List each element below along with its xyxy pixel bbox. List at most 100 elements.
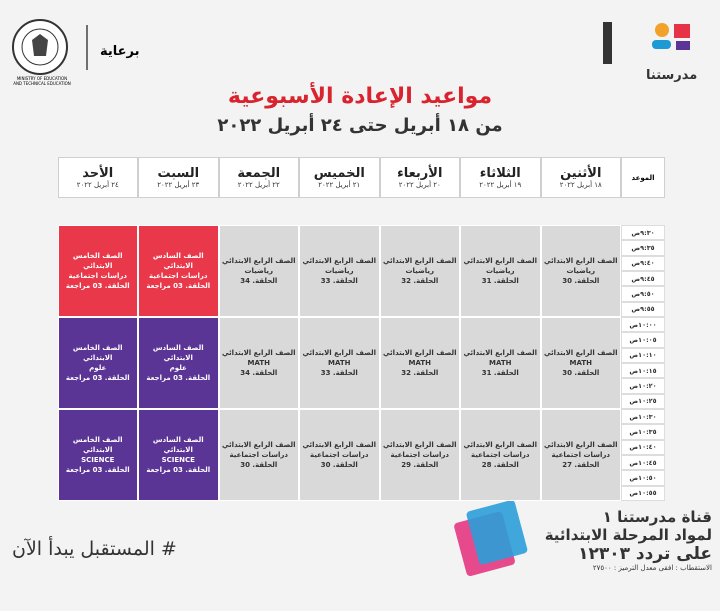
program-line: دراسات اجتماعية — [149, 272, 208, 280]
channel-number: 1 — [612, 18, 613, 19]
time-slot: ١٠:٠٠ص — [621, 317, 665, 333]
time-slot: ٩:٣٠ص — [621, 225, 665, 241]
program-cell: الصف السادس الابتدائي دراسات اجتماعية الحل… — [138, 225, 219, 317]
day-date: ٢٢ أبريل ٢٠٢٢ — [237, 181, 280, 189]
program-line: MATH — [489, 359, 512, 367]
program-line: MATH — [328, 359, 351, 367]
program-line: SCIENCE — [81, 456, 115, 464]
program-line: MATH — [247, 359, 270, 367]
program-cell: الصف الخامس الابتدائي علوم الحلقة. 03 مراج… — [57, 317, 138, 409]
sponsor-label: برعاية — [100, 44, 140, 59]
program-line: الحلقة. 30 — [320, 461, 358, 469]
program-line: الحلقة. 30 — [240, 461, 278, 469]
program-line: الصف الرابع الابتدائي — [221, 349, 296, 357]
day-name: الخميس — [313, 166, 365, 181]
program-line: الحلقة. 32 — [401, 277, 439, 285]
day-header: الجمعة ٢٢ أبريل ٢٠٢٢ — [218, 157, 299, 198]
time-slot: ١٠:٢٠ص — [621, 378, 665, 394]
channel-info: قناة مدرستنا ١ لمواد المرحلة الابتدائية … — [545, 508, 712, 572]
program-line: MATH — [408, 359, 431, 367]
day-header: الأربعاء ٢٠ أبريل ٢٠٢٢ — [379, 157, 460, 198]
program-line: دراسات اجتماعية — [68, 272, 128, 280]
program-line: الحلقة. 29 — [401, 461, 439, 469]
ministry-text: MINISTRY OF EDUCATION AND TECHNICAL EDUC… — [13, 76, 71, 86]
day-date: ٢١ أبريل ٢٠٢٢ — [318, 181, 361, 189]
program-cell: الصف الرابع الابتدائي دراسات اجتماعية الحل… — [299, 409, 380, 501]
time-slot: ١٠:٤٠ص — [621, 439, 665, 455]
program-cell: الصف الرابع الابتدائي MATH الحلقة. 30 — [540, 317, 621, 409]
program-cell: الصف الرابع الابتدائي MATH الحلقة. 32 — [379, 317, 460, 409]
program-line: الصف الرابع الابتدائي — [543, 349, 618, 357]
program-line: الصف الرابع الابتدائي — [302, 441, 377, 449]
day-name: الأثنين — [560, 166, 602, 181]
program-line: الحلقة. 33 — [320, 277, 358, 285]
program-cell: الصف الخامس الابتدائي دراسات اجتماعية الحل… — [57, 225, 138, 317]
time-slot: ٩:٥٥ص — [621, 301, 665, 317]
program-line: رياضيات — [405, 267, 435, 275]
program-cell: الصف الرابع الابتدائي MATH الحلقة. 34 — [218, 317, 299, 409]
slogan: # المستقبل يبدأ الآن — [12, 538, 177, 560]
program-cell: الصف الرابع الابتدائي دراسات اجتماعية الحل… — [540, 409, 621, 501]
time-slot: ٩:٤٥ص — [621, 271, 665, 287]
program-line: الحلقة. 34 — [240, 369, 278, 377]
program-line: الصف الخامس الابتدائي — [72, 436, 123, 454]
program-cell: الصف الرابع الابتدائي دراسات اجتماعية الحل… — [460, 409, 541, 501]
program-line: علوم — [169, 364, 187, 372]
program-line: الحلقة. 31 — [481, 369, 519, 377]
program-line: دراسات اجتماعية — [551, 451, 611, 459]
day-header: السبت ٢٣ أبريل ٢٠٢٢ — [138, 157, 219, 198]
program-line: الحلقة. 03 مراجعة — [65, 282, 130, 290]
subject-line: لمواد المرحلة الابتدائية — [544, 526, 712, 544]
program-cell: الصف السادس الابتدائي علوم الحلقة. 03 مراج… — [138, 317, 219, 409]
day-date: ٢٤ أبريل ٢٠٢٢ — [76, 181, 119, 189]
program-line: دراسات اجتماعية — [229, 451, 289, 459]
program-line: الصف الخامس الابتدائي — [72, 344, 123, 362]
frequency-line: على تردد ١٢٣٠٣ — [578, 544, 712, 564]
program-line: دراسات اجتماعية — [390, 451, 450, 459]
program-line: رياضيات — [244, 267, 274, 275]
day-date: ١٩ أبريل ٢٠٢٢ — [479, 181, 522, 189]
program-line: الحلقة. 32 — [401, 369, 439, 377]
program-line: دراسات اجتماعية — [471, 451, 530, 459]
time-slot: ١٠:٥٥ص — [621, 485, 665, 501]
program-line: الصف السادس الابتدائي — [152, 344, 204, 362]
program-line: دراسات اجتماعية — [310, 451, 369, 459]
time-slot: ١٠:٤٥ص — [621, 455, 665, 471]
time-slot: ١٠:٣٠ص — [621, 409, 665, 425]
day-name: الثلاثاء — [479, 166, 521, 181]
program-line: الحلقة. 03 مراجعة — [146, 466, 211, 474]
program-line: MATH — [569, 359, 592, 367]
program-line: رياضيات — [324, 267, 354, 275]
subtitle: من ١٨ أبريل حتى ٢٤ أبريل ٢٠٢٢ — [217, 115, 503, 136]
program-cell: الصف الرابع الابتدائي MATH الحلقة. 31 — [460, 317, 541, 409]
program-cell: الصف الرابع الابتدائي دراسات اجتماعية الحل… — [379, 409, 460, 501]
program-line: الحلقة. 34 — [240, 277, 278, 285]
program-cell: الصف الرابع الابتدائي دراسات اجتماعية الحل… — [218, 409, 299, 501]
program-line: الصف الرابع الابتدائي — [543, 441, 618, 449]
reception-line: الاستقطاب : افقى معدل الترميز : ٢٧٥٠٠ — [592, 564, 712, 572]
day-name: السبت — [157, 166, 200, 181]
time-slot: ١٠:٢٥ص — [621, 393, 665, 409]
program-line: الصف الرابع الابتدائي — [463, 441, 538, 449]
time-slot: ١٠:١٥ص — [621, 363, 665, 379]
day-header: الخميس ٢١ أبريل ٢٠٢٢ — [299, 157, 380, 198]
time-slot: ٩:٤٠ص — [621, 255, 665, 271]
program-line: رياضيات — [485, 267, 515, 275]
day-name: الجمعة — [237, 166, 281, 181]
program-line: الحلقة. 28 — [481, 461, 519, 469]
day-date: ١٨ أبريل ٢٠٢٢ — [559, 181, 602, 189]
day-name: الأربعاء — [397, 166, 443, 181]
program-line: الصف السادس الابتدائي — [152, 252, 204, 270]
program-line: الصف الرابع الابتدائي — [302, 257, 377, 265]
program-line: الحلقة. 31 — [481, 277, 519, 285]
time-slot: ٩:٣٥ص — [621, 240, 665, 256]
program-line: الحلقة. 33 — [320, 369, 358, 377]
program-line: الصف الرابع الابتدائي — [221, 441, 296, 449]
time-slot: ٩:٥٠ص — [621, 286, 665, 302]
day-header: الأحد ٢٤ أبريل ٢٠٢٢ — [57, 157, 138, 198]
day-date: ٢٣ أبريل ٢٠٢٢ — [157, 181, 200, 189]
program-line: الحلقة. 27 — [562, 461, 600, 469]
program-cell: الصف الرابع الابتدائي رياضيات الحلقة. 31 — [460, 225, 541, 317]
program-cell: الصف الرابع الابتدائي رياضيات الحلقة. 30 — [540, 225, 621, 317]
program-line: الحلقة. 03 مراجعة — [146, 282, 211, 290]
